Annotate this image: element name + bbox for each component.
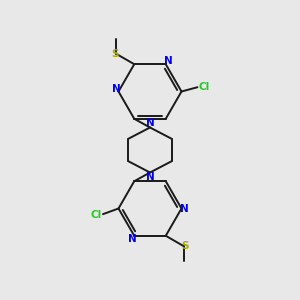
Text: S: S bbox=[182, 241, 189, 251]
Text: Cl: Cl bbox=[198, 82, 210, 92]
Text: N: N bbox=[146, 172, 154, 182]
Text: N: N bbox=[112, 83, 121, 94]
Text: Cl: Cl bbox=[91, 210, 102, 220]
Text: N: N bbox=[146, 118, 154, 128]
Text: N: N bbox=[180, 203, 189, 214]
Text: N: N bbox=[128, 234, 137, 244]
Text: N: N bbox=[164, 56, 172, 66]
Text: S: S bbox=[111, 49, 118, 59]
